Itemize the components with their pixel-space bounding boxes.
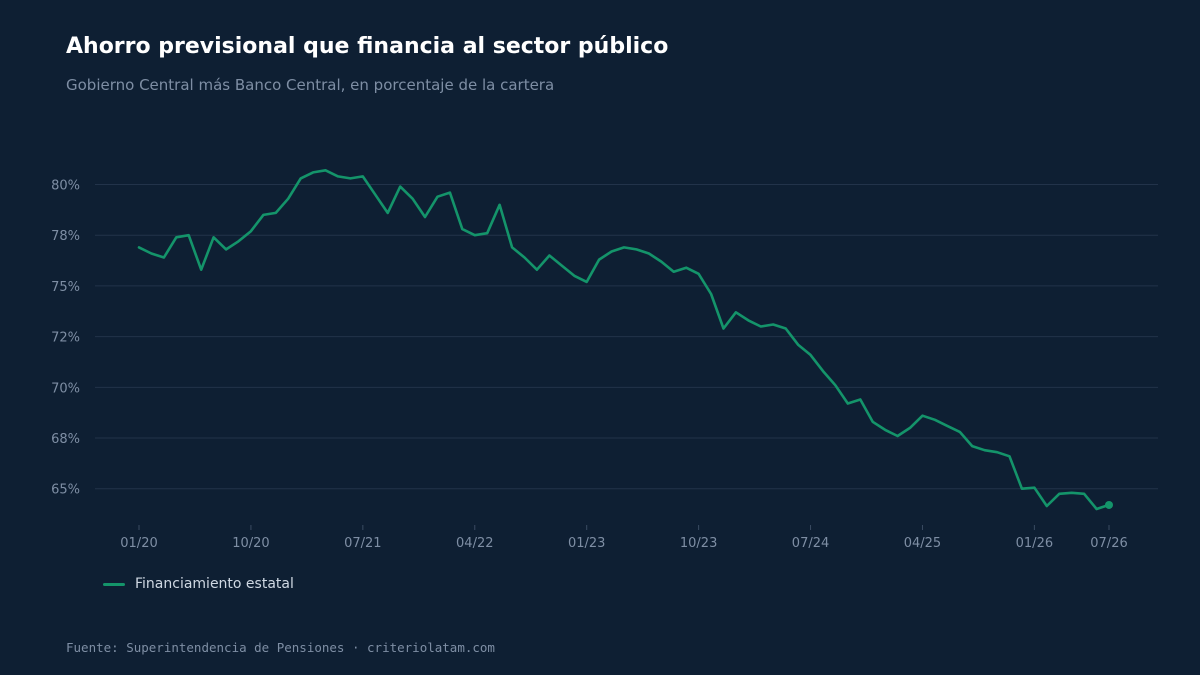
- y-tick-label: 75%: [51, 280, 80, 295]
- y-tick-label: 70%: [51, 381, 80, 396]
- x-tick-label: 07/21: [344, 536, 381, 551]
- x-tick-label: 01/26: [1016, 536, 1053, 551]
- legend-swatch: [103, 582, 125, 586]
- x-tick-label: 10/20: [232, 536, 269, 551]
- chart-subtitle: Gobierno Central más Banco Central, en p…: [66, 76, 555, 94]
- y-tick-label: 68%: [51, 432, 80, 447]
- series-line: [137, 169, 1111, 511]
- x-axis-ticks: 01/20 10/20 07/21 04/22 01/23 10/23 07/24 04/25…: [120, 525, 1128, 551]
- legend-label-financiamiento: Financiamiento estatal: [135, 576, 294, 592]
- legend: Financiamiento estatal: [103, 576, 294, 592]
- y-axis-ticks: 65% 68% 70% 72% 75% 78% 80%: [51, 179, 80, 498]
- y-tick-label: 65%: [51, 483, 80, 498]
- x-tick-label: 01/20: [120, 536, 157, 551]
- x-tick-label: 04/22: [456, 536, 493, 551]
- series-layer: [137, 169, 1113, 511]
- end-point-marker: [1105, 500, 1113, 509]
- chart-title: Ahorro previsional que financia al secto…: [66, 34, 669, 59]
- gridlines: [95, 184, 1158, 490]
- x-tick-label: 04/25: [904, 536, 941, 551]
- x-tick-label: 07/26: [1090, 536, 1127, 551]
- x-tick-label: 01/23: [568, 536, 605, 551]
- y-tick-label: 72%: [51, 331, 80, 346]
- x-tick-label: 10/23: [680, 536, 717, 551]
- x-tick-label: 07/24: [792, 536, 829, 551]
- source-note: Fuente: Superintendencia de Pensiones · …: [66, 640, 495, 655]
- y-tick-label: 80%: [51, 179, 80, 194]
- y-tick-label: 78%: [51, 229, 80, 244]
